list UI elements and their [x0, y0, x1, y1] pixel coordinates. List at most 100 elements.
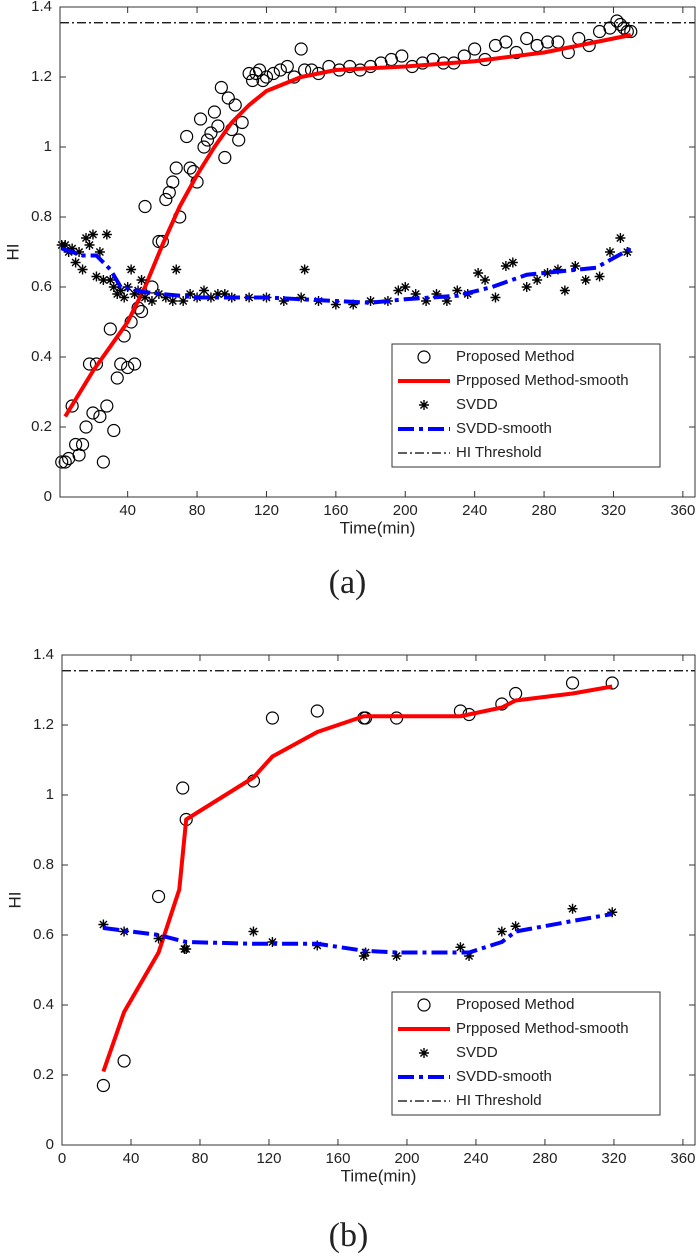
marker	[183, 161, 197, 175]
marker	[115, 285, 126, 296]
marker	[391, 951, 402, 961]
marker	[580, 275, 591, 285]
marker	[134, 304, 149, 319]
marker	[395, 49, 409, 63]
marker	[296, 292, 307, 303]
y-tick-label: 0.2	[33, 1066, 54, 1083]
marker	[214, 80, 228, 95]
marker	[417, 350, 431, 364]
marker	[393, 285, 404, 296]
x-tick-label: 80	[189, 502, 206, 519]
marker	[167, 296, 178, 306]
x-axis-label: Time(min)	[340, 518, 416, 537]
marker	[96, 1078, 110, 1093]
legend-label: SVDD	[456, 396, 498, 413]
x-tick-label: 160	[325, 1150, 350, 1167]
x-tick-label: 120	[256, 1150, 281, 1167]
marker	[607, 907, 618, 918]
marker	[121, 360, 135, 375]
marker	[265, 711, 280, 725]
marker	[248, 926, 259, 937]
marker	[93, 409, 107, 424]
series-line	[103, 912, 613, 955]
legend-label: Prpposed Method-smooth	[456, 1020, 629, 1037]
legend-label: Proposed Method	[456, 996, 574, 1013]
marker	[98, 275, 109, 285]
y-axis-label: HI	[5, 892, 24, 909]
x-tick-label: 320	[601, 502, 626, 519]
subplot: 40 80 120 160 200 240 280 320 360 0 0.2 0.4 0.6 0.8 1 1…	[3, 0, 696, 601]
marker	[67, 243, 78, 254]
marker	[140, 292, 151, 303]
marker	[221, 91, 235, 105]
marker	[75, 437, 90, 452]
marker	[452, 285, 463, 296]
legend-box	[391, 991, 661, 1116]
marker	[146, 296, 157, 306]
y-tick-label: 0.8	[33, 856, 54, 873]
legend-label: HI Threshold	[456, 444, 542, 461]
marker	[330, 299, 341, 310]
marker	[570, 261, 581, 271]
marker	[181, 944, 192, 954]
x-tick-label: 280	[532, 502, 557, 519]
marker	[58, 455, 72, 469]
marker	[256, 73, 270, 88]
marker	[98, 919, 109, 930]
marker	[79, 420, 93, 434]
marker	[160, 292, 171, 303]
marker	[107, 423, 121, 438]
marker	[205, 292, 216, 303]
marker	[232, 133, 246, 147]
x-tick-label: 240	[463, 1150, 488, 1167]
x-tick-label: 360	[670, 502, 695, 519]
marker	[153, 933, 164, 944]
y-tick-label: 0	[44, 488, 52, 505]
y-tick-label: 0.4	[31, 348, 52, 365]
y-tick-label: 1.2	[33, 716, 54, 733]
marker	[552, 264, 563, 275]
x-tick-label: 160	[323, 502, 348, 519]
marker	[119, 292, 130, 303]
marker	[171, 264, 182, 275]
marker	[207, 105, 222, 119]
marker	[185, 289, 196, 299]
marker	[273, 63, 287, 77]
x-tick-label: 40	[123, 1150, 140, 1167]
legend-label: SVDD-smooth	[456, 420, 552, 437]
marker	[70, 257, 81, 268]
x-tick-label: 0	[58, 1150, 66, 1167]
marker	[128, 357, 142, 371]
marker	[604, 247, 615, 257]
marker	[617, 21, 631, 35]
marker	[509, 45, 523, 60]
marker	[228, 98, 242, 112]
marker	[108, 282, 119, 292]
marker	[500, 261, 511, 271]
marker	[473, 268, 484, 278]
marker	[176, 781, 190, 795]
y-tick-label: 0.8	[31, 208, 52, 225]
marker	[94, 247, 105, 257]
marker	[211, 119, 225, 133]
x-tick-label: 40	[119, 502, 136, 519]
marker	[151, 889, 166, 904]
marker	[559, 285, 570, 296]
marker	[200, 133, 215, 147]
marker	[103, 322, 117, 336]
legend-label: SVDD-smooth	[456, 1068, 552, 1085]
marker	[294, 42, 308, 56]
subplot: 0 40 80 120 160 200 240 280 320 360 0 0.2 0.4 0.6 0.8 1…	[5, 646, 696, 1254]
marker	[605, 676, 619, 690]
marker	[126, 264, 137, 275]
marker	[468, 42, 482, 56]
marker	[431, 289, 442, 299]
marker	[610, 14, 624, 28]
marker	[520, 31, 534, 46]
y-axis-label: HI	[3, 244, 22, 261]
marker	[594, 271, 605, 282]
y-tick-label: 0.2	[31, 418, 52, 435]
marker	[280, 59, 294, 74]
marker	[159, 192, 173, 207]
